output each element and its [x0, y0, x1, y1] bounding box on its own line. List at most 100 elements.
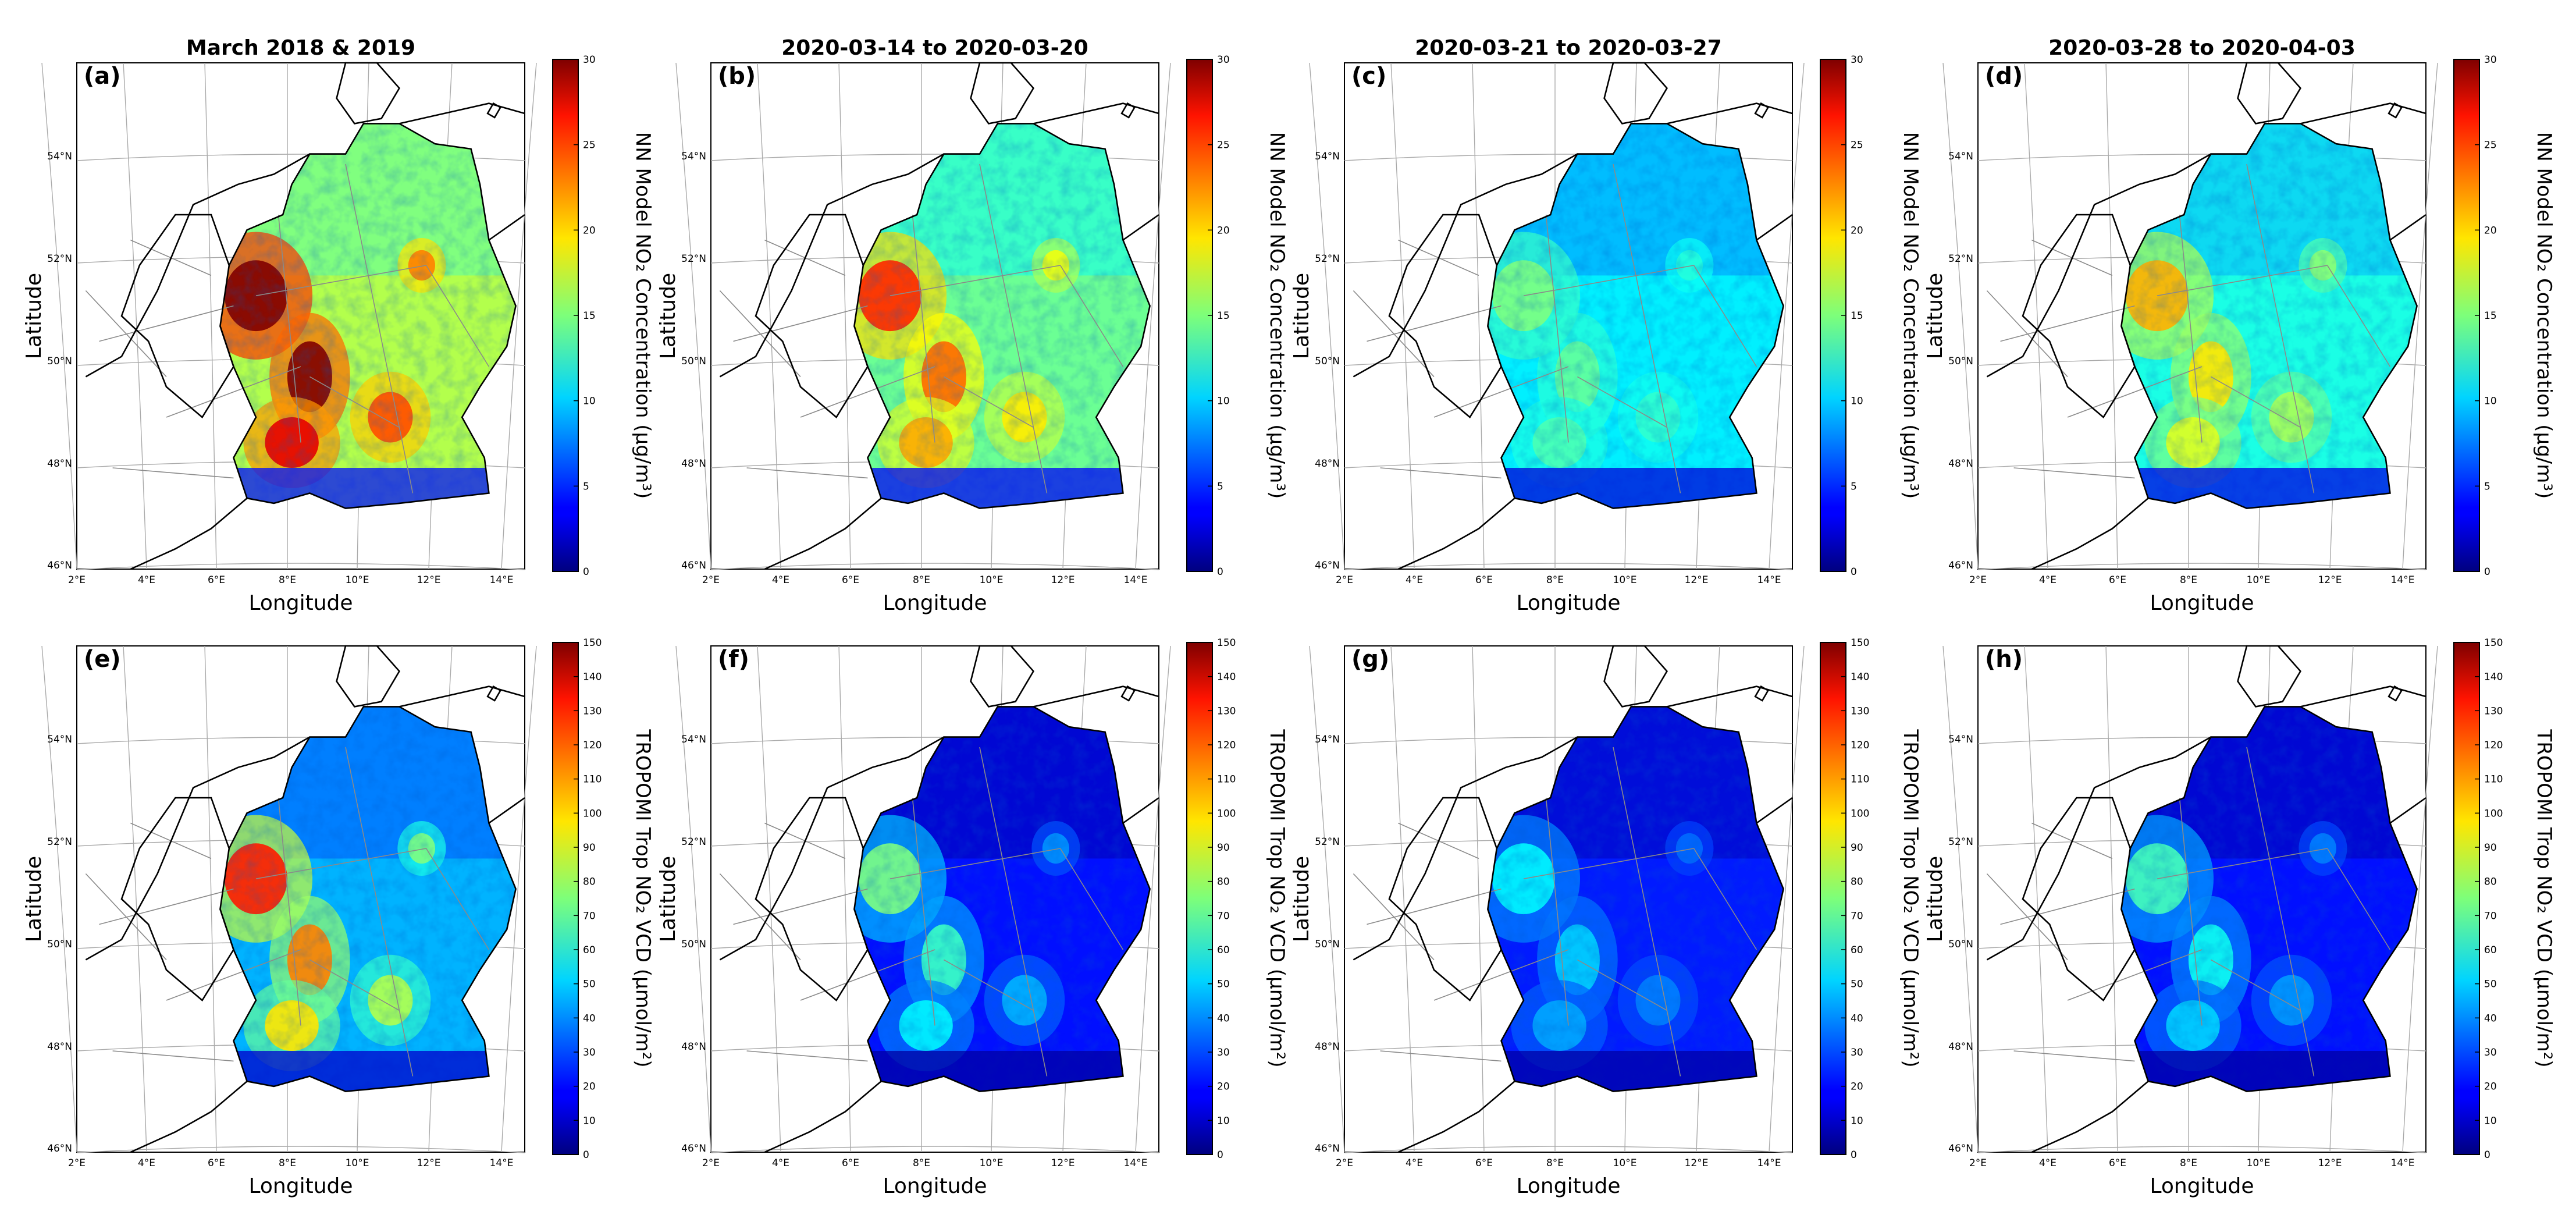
colorbar-tick-label: 0: [1217, 1149, 1223, 1161]
colorbar-tick-label: 10: [583, 1115, 596, 1127]
colorbar-tick-label: 15: [583, 310, 596, 322]
x-axis-label: Longitude: [248, 591, 353, 615]
map-panel-f: (f) 2°E 4°E 6°E 8°E 10°E 12°E 14°E 46°N 48°N 50°N 5…: [656, 637, 1289, 1198]
panel-label: (d): [1985, 63, 2023, 90]
y-axis-label: Latitude: [1923, 273, 1947, 359]
y-axis-label: Latitude: [22, 856, 46, 942]
lon-tick-label: 4°E: [772, 574, 789, 586]
lon-tick-label: 8°E: [913, 574, 930, 586]
colorbar-tick-label: 110: [2484, 774, 2503, 786]
lat-tick-label: 52°N: [681, 253, 706, 265]
lat-tick-label: 46°N: [47, 1143, 72, 1154]
colorbar-tick-label: 10: [1217, 1115, 1230, 1127]
colorbar-tick-label: 5: [2484, 481, 2490, 492]
colorbar-tick-label: 60: [2484, 944, 2497, 956]
colorbar-tick-label: 40: [2484, 1013, 2497, 1024]
colorbar-label: TROPOMI Trop NO₂ VCD (μmol/m²): [2532, 729, 2556, 1067]
lat-tick-label: 48°N: [1948, 1041, 1973, 1053]
lat-tick-label: 54°N: [1948, 734, 1973, 745]
colorbar-tick-label: 10: [2484, 1115, 2497, 1127]
colorbar-label: NN Model NO₂ Concentration (μg/m³): [1265, 132, 1289, 499]
lon-tick-label: 10°E: [346, 574, 369, 586]
lat-tick-label: 52°N: [47, 836, 72, 848]
map-panel-e: (e) 2°E 4°E 6°E 8°E 10°E 12°E 14°E 46°N 48°N 50°N 5…: [22, 637, 654, 1198]
panel-label: (c): [1351, 63, 1386, 90]
road-network: [1353, 164, 1757, 493]
lat-tick-label: 46°N: [681, 1143, 706, 1154]
colorbar-label: TROPOMI Trop NO₂ VCD (μmol/m²): [1899, 729, 1922, 1067]
colorbar-tick-label: 140: [2484, 672, 2503, 683]
colorbar-tick-label: 110: [1217, 774, 1236, 786]
x-axis-label: Longitude: [883, 1174, 987, 1198]
lat-tick-label: 52°N: [1315, 253, 1340, 265]
panel-label: (b): [718, 63, 756, 90]
colorbar-tick-label: 50: [1851, 979, 1863, 990]
lat-tick-label: 52°N: [1315, 836, 1340, 848]
colorbar-label: NN Model NO₂ Concentration (μg/m³): [631, 132, 654, 499]
colorbar-tick-label: 25: [1851, 140, 1863, 151]
lat-tick-label: 54°N: [1948, 151, 1973, 162]
colorbar-tick-label: 10: [1217, 396, 1230, 407]
y-axis-label: Latitude: [656, 273, 680, 359]
colorbar-tick-label: 40: [1217, 1013, 1230, 1024]
colorbar-tick-label: 90: [2484, 842, 2497, 854]
colorbar-tick-label: 100: [1217, 808, 1236, 819]
lat-tick-label: 52°N: [1948, 836, 1973, 848]
panel-title: March 2018 & 2019: [186, 36, 415, 60]
colorbar-tick-label: 20: [1851, 225, 1863, 236]
lat-tick-label: 48°N: [47, 1041, 72, 1053]
lat-tick-label: 48°N: [681, 458, 706, 470]
lon-tick-label: 10°E: [346, 1157, 369, 1169]
colorbar-label: TROPOMI Trop NO₂ VCD (μmol/m²): [1265, 729, 1289, 1067]
x-axis-label: Longitude: [2150, 591, 2254, 615]
lat-tick-label: 54°N: [681, 734, 706, 745]
lat-tick-label: 54°N: [1315, 151, 1340, 162]
map-panel-b: (b) 2020-03-14 to 2020-03-20 2°E 4°E 6°E 8°E 1…: [656, 36, 1289, 615]
colorbar-tick-label: 80: [2484, 876, 2497, 888]
colorbar-tick-label: 15: [1851, 310, 1863, 322]
x-axis-label: Longitude: [1516, 1174, 1620, 1198]
lat-tick-label: 54°N: [1315, 734, 1340, 745]
lat-tick-label: 46°N: [681, 560, 706, 571]
panel-title: 2020-03-21 to 2020-03-27: [1415, 36, 1722, 60]
country-borders: [1353, 62, 1793, 570]
map-panel-d: (d) 2020-03-28 to 2020-04-03 2°E 4°E 6°E 8°E 1…: [1923, 36, 2556, 615]
x-axis-label: Longitude: [248, 1174, 353, 1198]
x-axis-label: Longitude: [2150, 1174, 2254, 1198]
country-borders: [1986, 62, 2426, 570]
colorbar-tick-label: 90: [1851, 842, 1863, 854]
map-panel-c: (c) 2020-03-21 to 2020-03-27 2°E 4°E 6°E 8°E 1…: [1290, 36, 1922, 615]
lat-tick-label: 54°N: [47, 151, 72, 162]
lat-tick-label: 54°N: [47, 734, 72, 745]
lon-tick-label: 10°E: [2247, 1157, 2271, 1169]
x-axis-label: Longitude: [1516, 591, 1620, 615]
lon-tick-label: 2°E: [702, 574, 720, 586]
colorbar-tick-label: 120: [2484, 740, 2503, 751]
lat-tick-label: 46°N: [1315, 1143, 1340, 1154]
country-borders: [719, 645, 1159, 1153]
colorbar-tick-label: 110: [583, 774, 602, 786]
panel-label: (a): [84, 63, 121, 90]
colorbar-tick-label: 60: [1851, 944, 1863, 956]
lat-tick-label: 50°N: [1315, 939, 1340, 950]
lon-tick-label: 6°E: [1475, 1157, 1493, 1169]
colorbar-tick-label: 70: [2484, 910, 2497, 922]
lon-tick-label: 2°E: [68, 574, 86, 586]
lat-tick-label: 50°N: [47, 356, 72, 367]
y-axis-label: Latitude: [1290, 273, 1314, 359]
colorbar-tick-label: 150: [1217, 637, 1236, 649]
colorbar-tick-label: 120: [583, 740, 602, 751]
colorbar-tick-label: 5: [1217, 481, 1223, 492]
panel-label: (f): [718, 646, 749, 673]
lon-tick-label: 12°E: [2318, 1157, 2342, 1169]
colorbar-tick-label: 140: [1217, 672, 1236, 683]
colorbar: 0 5 10 15 20 25 30 NN Model NO₂ Concentration (…: [1820, 54, 1922, 578]
country-borders: [1353, 645, 1793, 1153]
lat-tick-label: 50°N: [47, 939, 72, 950]
country-borders: [85, 645, 525, 1153]
panel-label: (h): [1985, 646, 2023, 673]
lon-tick-label: 4°E: [138, 574, 155, 586]
colorbar-tick-label: 130: [1217, 705, 1236, 717]
lon-tick-label: 2°E: [68, 1157, 86, 1169]
colorbar-tick-label: 30: [2484, 1047, 2497, 1058]
